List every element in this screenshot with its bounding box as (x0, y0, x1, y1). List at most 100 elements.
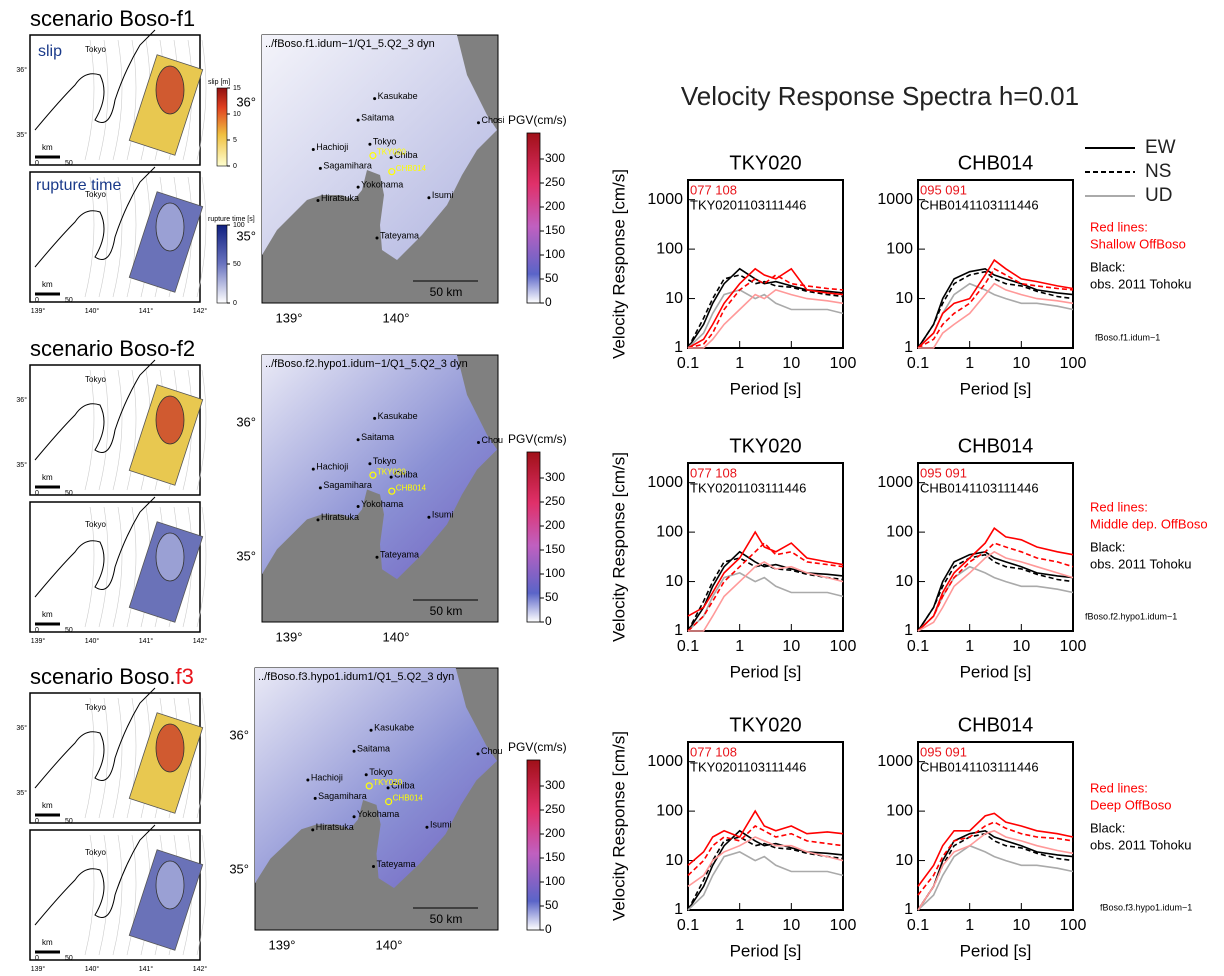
coastline (34, 496, 156, 598)
place-dot (375, 236, 379, 240)
place-label: Saitama (361, 112, 394, 122)
scale-tick: 0 (35, 627, 39, 634)
y-tick-label: 100 (656, 523, 683, 540)
annotation: CHB0141103111446 (920, 759, 1039, 774)
place-label: Tateyama (380, 550, 419, 560)
x-axis-label: Period [s] (960, 662, 1032, 681)
note-black: Black: (1090, 820, 1125, 835)
contour-line (196, 834, 207, 956)
colorbar (526, 132, 541, 304)
annotation: 095 091 (920, 182, 967, 197)
spectrum-line (917, 829, 1074, 911)
place-label: Tokyo (373, 137, 397, 147)
scale-unit: km (42, 801, 53, 810)
coastline (34, 687, 156, 789)
lon-label: 139° (31, 307, 46, 315)
coastline (34, 359, 156, 461)
spectrum-line (687, 836, 844, 888)
station-marker (369, 152, 377, 160)
colorbar (526, 759, 541, 931)
x-tick-label: 1 (735, 638, 744, 655)
station-label: TKY020 (373, 778, 402, 787)
scale-tick: 50 (65, 297, 73, 304)
spectrum-line (917, 542, 1074, 632)
note-black: obs. 2011 Tohoku (1090, 276, 1191, 291)
lon-label: 141° (139, 965, 154, 971)
place-dot (425, 825, 429, 829)
fault-asperity (155, 860, 185, 910)
contour-line (98, 176, 109, 298)
place-dot (306, 778, 310, 782)
colorbar-tick-label: 200 (545, 199, 565, 213)
contour-line (84, 506, 95, 628)
place-label: Tokyo (369, 767, 393, 777)
colorbar-tick-label: 100 (545, 874, 565, 888)
place-label: Tokyo (85, 848, 106, 857)
scenario-heading: scenario Boso-f1 (30, 6, 195, 31)
x-tick-label: 0.1 (677, 917, 699, 934)
lat-label: 35° (16, 131, 27, 139)
map-path: ../fBoso.f3.hypo1.idum1/Q1_5.Q2_3 dyn (258, 671, 454, 683)
place-label: Isumi (432, 190, 454, 200)
colorbar-tick-label: 300 (545, 151, 565, 165)
contour-line (84, 697, 95, 819)
spectrum-line (687, 572, 844, 632)
place-dot (373, 416, 377, 420)
y-tick-label: 10 (895, 290, 913, 307)
lat-label: 36° (229, 727, 249, 742)
place-label: Isumi (432, 510, 454, 520)
lon-label: 140° (85, 637, 100, 645)
x-axis-label: Period [s] (730, 379, 802, 398)
colorbar-title: PGV(cm/s) (508, 432, 567, 446)
place-dot (427, 515, 431, 519)
place-label: Chosi (481, 115, 504, 125)
scenario-heading: scenario Boso.f3 (30, 664, 194, 689)
place-dot (427, 196, 431, 200)
y-tick-label: 1000 (877, 753, 913, 770)
station-marker (365, 782, 373, 790)
colorbar-tick-label: 100 (545, 566, 565, 580)
place-dot (313, 796, 317, 800)
y-tick-label: 1 (904, 622, 913, 639)
fault-asperity (155, 723, 185, 773)
place-label: Hiratsuka (321, 512, 359, 522)
contour-line (112, 697, 123, 819)
x-tick-label: 0.1 (677, 638, 699, 655)
colorbar-title: PGV(cm/s) (508, 740, 567, 754)
colorbar-tick-label: 150 (545, 223, 565, 237)
y-tick-label: 10 (895, 573, 913, 590)
coastline (34, 824, 156, 926)
y-axis-label: Velocity Response [cm/s] (609, 731, 628, 921)
coastline (34, 29, 156, 131)
spectrum-line (917, 550, 1074, 632)
y-axis-label: Velocity Response [cm/s] (609, 452, 628, 642)
colorbar (216, 224, 228, 304)
colorbar-tick-label: 250 (545, 175, 565, 189)
lat-label: 36° (236, 94, 256, 109)
colorbar-tick-label: 50 (545, 271, 559, 285)
station-marker (385, 798, 393, 806)
place-label: Hachioji (316, 462, 348, 472)
lon-label: 139° (269, 937, 296, 952)
colorbar-tick-label: 100 (233, 222, 245, 229)
place-label: Chou (481, 435, 503, 445)
lon-label: 140° (383, 629, 410, 644)
x-tick-label: 1 (735, 355, 744, 372)
colorbar-tick-label: 10 (233, 111, 241, 118)
x-tick-label: 0.1 (907, 917, 929, 934)
scale-tick: 0 (35, 955, 39, 962)
contour-line (98, 834, 109, 956)
place-dot (476, 121, 480, 125)
x-tick-label: 100 (830, 355, 857, 372)
plot-frame (917, 462, 1074, 632)
y-axis-label: Velocity Response [cm/s] (609, 169, 628, 359)
fault-asperity (155, 395, 185, 445)
note-red: Middle dep. OffBoso (1090, 516, 1208, 531)
scale-tick: 50 (65, 160, 73, 167)
place-label: Tateyama (380, 230, 419, 240)
place-dot (389, 156, 393, 160)
legend-label: EW (1145, 137, 1176, 158)
x-tick-label: 100 (830, 917, 857, 934)
place-label: Saitama (357, 744, 390, 754)
